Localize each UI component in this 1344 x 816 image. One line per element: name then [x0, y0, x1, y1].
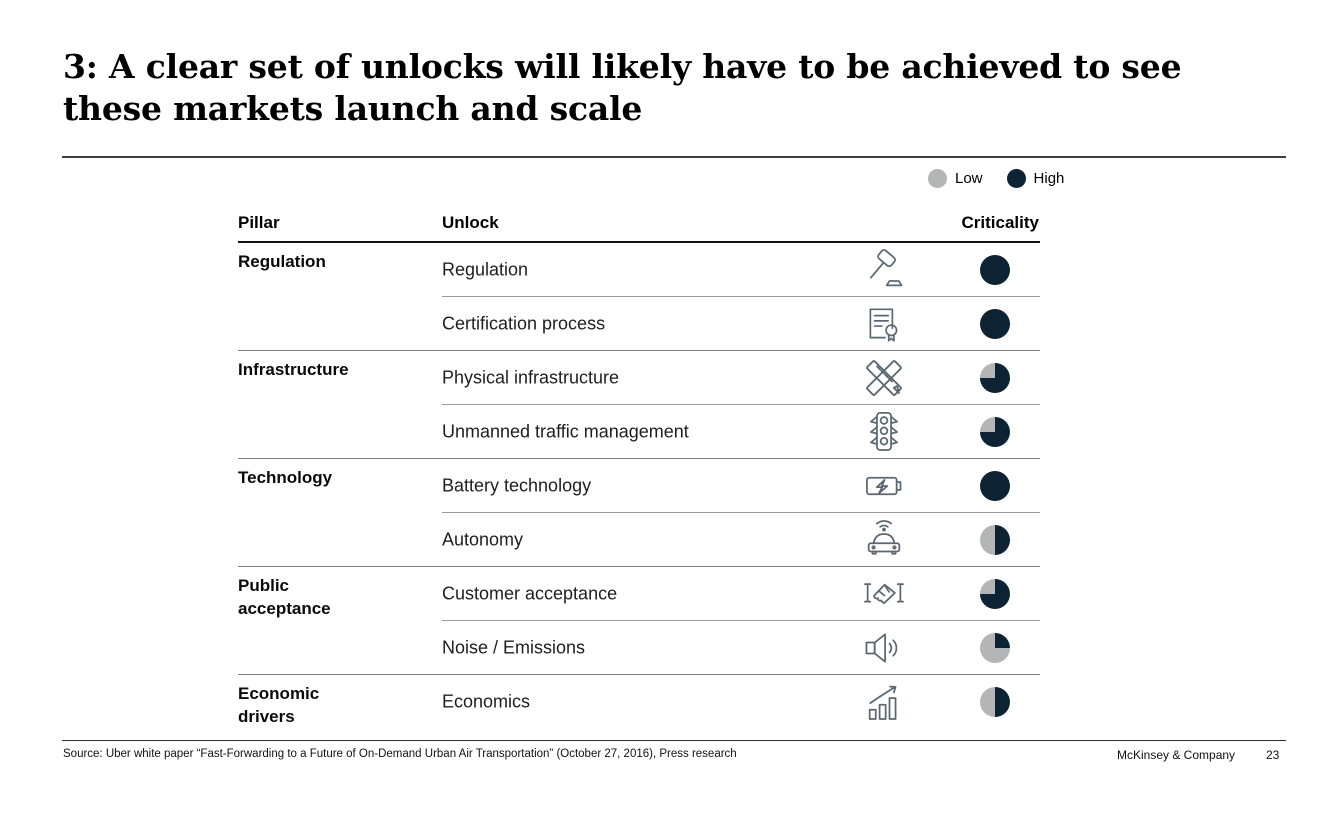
table-row: Public acceptance Customer acceptance: [238, 567, 1040, 621]
unlock-label: Customer acceptance: [442, 583, 618, 604]
unlock-label: Autonomy: [442, 529, 524, 550]
legend-item-high: High: [1006, 169, 1065, 188]
row-divider: [238, 566, 1040, 567]
unlock-label: Certification process: [442, 313, 606, 334]
unlocks-table: Pillar Unlock Criticality Regulation Reg…: [238, 210, 1040, 729]
pillar-label: Regulation: [238, 252, 326, 271]
slide-title: 3: A clear set of unlocks will likely ha…: [63, 47, 1182, 128]
row-divider: [442, 296, 1040, 297]
table-row: Certification process: [238, 297, 1040, 351]
handshake-icon: [860, 570, 908, 618]
row-divider: [442, 620, 1040, 621]
criticality-pie: [980, 255, 1010, 285]
title-divider: [62, 156, 1286, 158]
page-number: 23: [1266, 748, 1280, 762]
criticality-pie: [980, 633, 1010, 663]
row-divider: [238, 350, 1040, 351]
table-row: Unmanned traffic management: [238, 405, 1040, 459]
table-header-row: Pillar Unlock Criticality: [238, 210, 1040, 243]
unlock-label: Unmanned traffic management: [442, 421, 689, 442]
low-dot-icon: [928, 169, 947, 188]
table-row: Regulation Regulation: [238, 243, 1040, 297]
speaker-icon: [860, 624, 908, 672]
rulers-icon: [860, 354, 908, 402]
table-row: Autonomy: [238, 513, 1040, 567]
header-criticality: Criticality: [961, 213, 1039, 232]
table-row: Noise / Emissions: [238, 621, 1040, 675]
row-divider: [238, 458, 1040, 459]
traffic-light-icon: [860, 408, 908, 456]
legend-low-label: Low: [955, 170, 983, 187]
criticality-pie: [980, 687, 1010, 717]
header-unlock: Unlock: [442, 213, 499, 232]
unlock-label: Economics: [442, 691, 531, 712]
battery-icon: [860, 462, 908, 510]
autonomous-car-icon: [860, 516, 908, 564]
criticality-pie: [980, 525, 1010, 555]
row-divider: [238, 674, 1040, 675]
pillar-label: Public acceptance: [238, 576, 331, 618]
criticality-pie: [980, 417, 1010, 447]
gavel-icon: [860, 246, 908, 294]
row-divider: [442, 404, 1040, 405]
pillar-label: Infrastructure: [238, 360, 349, 379]
criticality-pie: [980, 471, 1010, 501]
unlock-label: Regulation: [442, 259, 529, 280]
table-row: Infrastructure Physical infrastructure: [238, 351, 1040, 405]
row-divider: [442, 512, 1040, 513]
criticality-legend: Low High: [928, 169, 1064, 188]
unlock-label: Physical infrastructure: [442, 367, 620, 388]
pillar-label: Technology: [238, 468, 333, 487]
unlock-label: Battery technology: [442, 475, 592, 496]
pillar-label: Economic drivers: [238, 684, 320, 726]
criticality-pie: [980, 579, 1010, 609]
criticality-pie: [980, 309, 1010, 339]
high-dot-icon: [1006, 169, 1026, 188]
source-note: Source: Uber white paper “Fast-Forwardin…: [63, 748, 737, 760]
footer-divider: [62, 740, 1286, 741]
table-row: Technology Battery technology: [238, 459, 1040, 513]
certificate-icon: [860, 300, 908, 348]
brand-label: McKinsey & Company: [1117, 748, 1236, 762]
unlock-label: Noise / Emissions: [442, 637, 586, 658]
legend-high-label: High: [1033, 170, 1065, 187]
legend-item-low: Low: [928, 169, 983, 188]
header-pillar: Pillar: [238, 213, 280, 232]
table-body: Regulation Regulation Certification proc…: [238, 243, 1040, 729]
chart-up-icon: [860, 678, 908, 726]
table-row: Economic drivers Economics: [238, 675, 1040, 729]
criticality-pie: [980, 363, 1010, 393]
